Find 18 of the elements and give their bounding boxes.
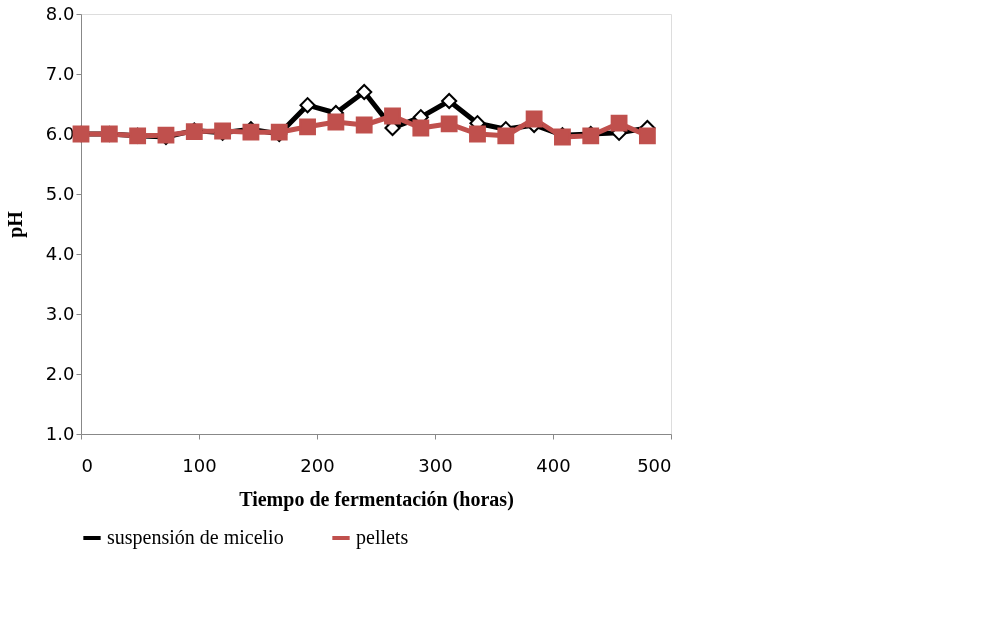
x-axis-title: Tiempo de fermentación (horas) <box>239 487 514 511</box>
y-tick-label: 5.0 <box>45 182 75 204</box>
x-tick-label: 100 <box>182 454 217 476</box>
x-tick-label: 200 <box>300 454 335 476</box>
y-axis-title: pH <box>3 210 27 238</box>
y-tick-label: 4.0 <box>45 242 75 264</box>
legend-label: pellets <box>356 526 409 549</box>
x-tick-label: 0 <box>81 454 93 476</box>
y-tick-label: 2.0 <box>45 362 75 384</box>
y-tick-label: 8.0 <box>45 2 75 24</box>
y-tick-label: 1.0 <box>45 422 75 444</box>
x-tick-label: 500 <box>637 454 672 476</box>
x-tick-label: 400 <box>536 454 571 476</box>
y-tick-label: 6.0 <box>45 122 75 144</box>
y-tick-label: 3.0 <box>45 302 75 324</box>
x-tick-label: 300 <box>418 454 453 476</box>
legend-label: suspensión de micelio <box>107 526 284 549</box>
y-tick-label: 7.0 <box>45 62 75 84</box>
